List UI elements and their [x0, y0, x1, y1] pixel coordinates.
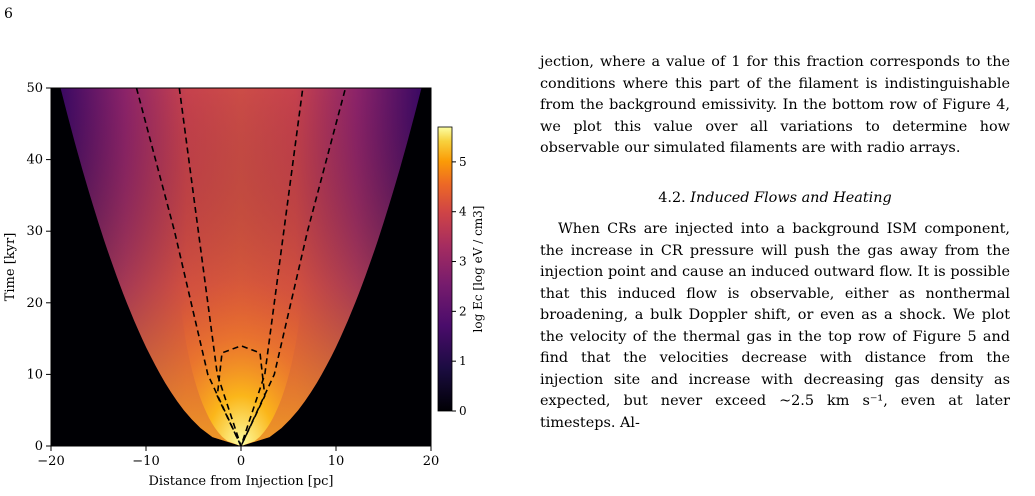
x-tick-label: −20	[37, 454, 64, 469]
y-tick-label: 20	[26, 296, 43, 311]
x-axis-label: Distance from Injection [pc]	[149, 474, 334, 489]
section-title: Induced Flows and Heating	[690, 189, 892, 206]
page-number: 6	[4, 6, 13, 22]
section-heading: 4.2. Induced Flows and Heating	[540, 188, 1010, 210]
section-number: 4.2.	[658, 189, 686, 206]
colorbar-tick-label: 4	[459, 205, 467, 219]
contour-middle	[178, 88, 304, 446]
colorbar-tick-label: 1	[459, 354, 467, 368]
paragraph-1: jection, where a value of 1 for this fra…	[540, 52, 1010, 160]
colorbar-tick-label: 0	[459, 404, 467, 418]
paragraph-2: When CRs are injected into a background …	[540, 219, 1010, 434]
x-axis-ticks: −20 −10 0 10 20	[37, 446, 439, 469]
x-tick-label: −10	[132, 454, 159, 469]
y-tick-label: 10	[26, 367, 43, 382]
colorbar-label: log Ec [log eV / cm3]	[471, 206, 485, 333]
y-axis-label: Time [kyr]	[3, 233, 18, 302]
paragraph-2-text: When CRs are injected into a background …	[540, 221, 1010, 431]
contour-lines	[135, 88, 347, 446]
colorbar	[437, 126, 453, 412]
heatmap-plot-area	[51, 88, 431, 446]
paragraph-1-text: jection, where a value of 1 for this fra…	[540, 54, 1010, 156]
x-tick-label: 0	[237, 454, 245, 469]
colorbar-ticks: 0 1 2 3 4 5	[452, 155, 467, 418]
colorbar-tick-label: 2	[459, 304, 467, 318]
y-tick-label: 30	[26, 224, 43, 239]
y-tick-label: 50	[26, 81, 43, 96]
x-tick-label: 10	[328, 454, 345, 469]
y-axis-ticks: 0 10 20 30 40 50	[26, 81, 51, 454]
y-tick-label: 40	[26, 153, 43, 168]
x-tick-label: 20	[423, 454, 440, 469]
y-tick-label: 0	[35, 439, 43, 454]
contour-outer	[135, 88, 347, 446]
contour-inner	[216, 345, 266, 446]
colorbar-tick-label: 3	[459, 255, 467, 269]
colorbar-tick-label: 5	[459, 155, 467, 169]
text-column: jection, where a value of 1 for this fra…	[540, 52, 1010, 434]
